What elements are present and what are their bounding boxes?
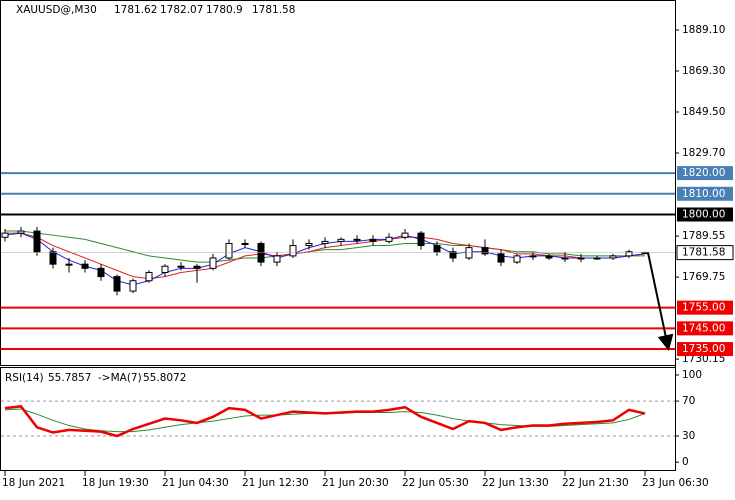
candle-body bbox=[33, 230, 41, 253]
x-tick-label: 22 Jun 05:30 bbox=[402, 477, 469, 489]
price-pane bbox=[0, 0, 676, 366]
y-tick-label: 1769.75 bbox=[682, 271, 725, 283]
y-tick-label: 1730.15 bbox=[682, 353, 725, 365]
candle-body bbox=[449, 251, 457, 259]
candle-body bbox=[145, 271, 153, 282]
candle-body bbox=[49, 251, 57, 265]
candle-body bbox=[337, 238, 345, 242]
level-box bbox=[677, 207, 733, 222]
candle-body bbox=[113, 276, 121, 292]
ma-title: ->MA(7) bbox=[98, 372, 142, 384]
y-tick-label: 1869.30 bbox=[682, 65, 725, 77]
candle-body bbox=[529, 255, 537, 258]
candle-body bbox=[209, 257, 217, 269]
candle-body bbox=[369, 238, 377, 242]
candle-body bbox=[81, 263, 89, 269]
rsi-line bbox=[4, 405, 646, 438]
level-label: 1820.00 bbox=[682, 167, 725, 179]
level-label: 1735.00 bbox=[682, 343, 725, 355]
candle-body bbox=[481, 247, 489, 255]
x-tick-label: 18 Jun 2021 bbox=[2, 477, 65, 489]
x-tick-label: 21 Jun 04:30 bbox=[162, 477, 229, 489]
candle-body bbox=[401, 232, 409, 238]
ohlc-open: 1781.62 bbox=[114, 4, 157, 16]
candle-body bbox=[417, 232, 425, 247]
level-label: 1810.00 bbox=[682, 188, 725, 200]
rsi-value: 55.7857 bbox=[48, 372, 91, 384]
candle-body bbox=[513, 255, 521, 263]
y-tick-label: 1829.70 bbox=[682, 147, 725, 159]
candle-body bbox=[497, 253, 505, 263]
candle-body bbox=[353, 238, 361, 241]
level-label: 1800.00 bbox=[682, 208, 725, 220]
price-box bbox=[676, 245, 734, 261]
header: XAUUSD@,M30 1781.62 1782.07 1780.9 1781.… bbox=[5, 4, 295, 384]
symbol: XAUUSD@,M30 bbox=[16, 4, 97, 16]
candle-body bbox=[385, 236, 393, 242]
x-tick-label: 18 Jun 19:30 bbox=[82, 477, 149, 489]
y-tick-label: 30 bbox=[682, 430, 695, 442]
candle-body bbox=[561, 257, 569, 260]
level-box bbox=[677, 300, 733, 315]
y-tick-label: 1849.50 bbox=[682, 106, 725, 118]
forecast-arrow bbox=[647, 252, 674, 351]
candle-body bbox=[577, 257, 585, 260]
level-box bbox=[677, 166, 733, 181]
candle-body bbox=[177, 265, 185, 268]
candle-body bbox=[625, 251, 633, 257]
candle-body bbox=[433, 245, 441, 253]
ma-value: 55.8072 bbox=[143, 372, 186, 384]
candle-body bbox=[321, 240, 329, 244]
candle-body bbox=[17, 230, 25, 234]
ohlc-close: 1781.58 bbox=[252, 4, 295, 16]
x-tick-label: 21 Jun 12:30 bbox=[242, 477, 309, 489]
ohlc-low: 1780.9 bbox=[206, 4, 243, 16]
candle-body bbox=[65, 263, 73, 266]
y-tick-label: 1889.10 bbox=[682, 24, 725, 36]
ohlc-high: 1782.07 bbox=[160, 4, 203, 16]
x-tick-label: 22 Jun 21:30 bbox=[562, 477, 629, 489]
level-box bbox=[677, 186, 733, 201]
rsi-title: RSI(14) bbox=[5, 372, 44, 384]
candle-body bbox=[545, 255, 553, 259]
x-tick-label: 21 Jun 20:30 bbox=[322, 477, 389, 489]
candle-body bbox=[225, 242, 233, 259]
level-box bbox=[677, 342, 733, 357]
candle-body bbox=[609, 255, 617, 259]
candle-body bbox=[289, 245, 297, 257]
level-box bbox=[677, 321, 733, 336]
level-label: 1745.00 bbox=[682, 322, 725, 334]
candle-body bbox=[241, 242, 249, 245]
candle-body bbox=[129, 280, 137, 292]
price-label: 1781.58 bbox=[682, 247, 725, 259]
y-tick-label: 0 bbox=[682, 456, 689, 468]
candle-body bbox=[273, 255, 281, 263]
candle-body bbox=[305, 242, 313, 247]
rsi-pane bbox=[0, 367, 676, 471]
candle-body bbox=[193, 265, 201, 269]
candle-body bbox=[97, 267, 105, 278]
candle-body bbox=[1, 232, 9, 238]
candle-body bbox=[593, 257, 601, 260]
x-tick-label: 22 Jun 13:30 bbox=[482, 477, 549, 489]
y-tick-label: 1789.55 bbox=[682, 230, 725, 242]
y-tick-label: 70 bbox=[682, 395, 695, 407]
y-tick-label: 100 bbox=[682, 369, 702, 381]
x-tick-label: 23 Jun 06:30 bbox=[642, 477, 709, 489]
candle-body bbox=[161, 265, 169, 273]
level-label: 1755.00 bbox=[682, 302, 725, 314]
